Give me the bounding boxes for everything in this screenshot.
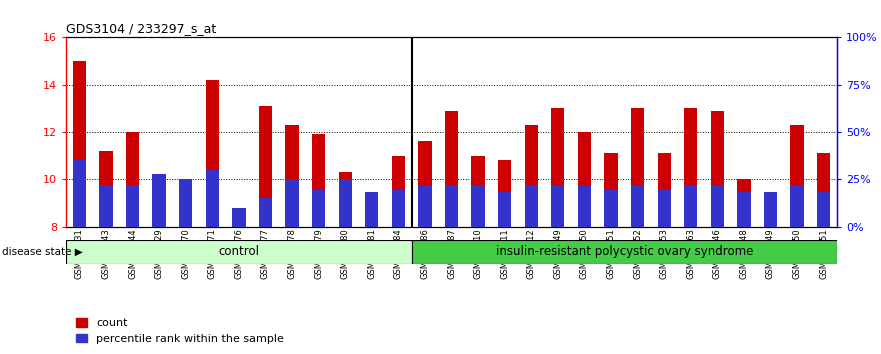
- Bar: [365, 200, 379, 227]
- Bar: [126, 132, 139, 227]
- Bar: [817, 193, 830, 227]
- Text: disease state ▶: disease state ▶: [2, 246, 83, 256]
- Bar: [312, 189, 325, 227]
- Bar: [790, 125, 803, 227]
- Bar: [685, 185, 698, 227]
- Bar: [711, 110, 724, 227]
- Bar: [152, 196, 166, 227]
- Text: insulin-resistant polycystic ovary syndrome: insulin-resistant polycystic ovary syndr…: [496, 245, 753, 258]
- Legend: count, percentile rank within the sample: count, percentile rank within the sample: [71, 314, 288, 348]
- Bar: [285, 179, 299, 227]
- Bar: [471, 185, 485, 227]
- Bar: [179, 179, 192, 227]
- Bar: [205, 80, 218, 227]
- Bar: [631, 108, 644, 227]
- Bar: [711, 185, 724, 227]
- Bar: [100, 151, 113, 227]
- FancyBboxPatch shape: [66, 240, 411, 264]
- Bar: [471, 155, 485, 227]
- Bar: [817, 153, 830, 227]
- Bar: [552, 108, 565, 227]
- Bar: [552, 185, 565, 227]
- Bar: [685, 108, 698, 227]
- Bar: [100, 185, 113, 227]
- Bar: [418, 141, 432, 227]
- Bar: [392, 155, 405, 227]
- Bar: [233, 219, 246, 227]
- Bar: [604, 153, 618, 227]
- Bar: [578, 185, 591, 227]
- Bar: [312, 134, 325, 227]
- Bar: [524, 125, 538, 227]
- Bar: [285, 125, 299, 227]
- Bar: [338, 172, 352, 227]
- Bar: [631, 185, 644, 227]
- Bar: [737, 193, 751, 227]
- Bar: [418, 185, 432, 227]
- Bar: [152, 173, 166, 227]
- Bar: [498, 160, 511, 227]
- Bar: [73, 61, 86, 227]
- Bar: [126, 185, 139, 227]
- Bar: [259, 106, 272, 227]
- Bar: [764, 200, 777, 227]
- Bar: [764, 193, 777, 227]
- Bar: [259, 198, 272, 227]
- Bar: [365, 193, 379, 227]
- Bar: [578, 132, 591, 227]
- Bar: [392, 189, 405, 227]
- Bar: [790, 185, 803, 227]
- Bar: [233, 207, 246, 227]
- Bar: [604, 189, 618, 227]
- Text: GDS3104 / 233297_s_at: GDS3104 / 233297_s_at: [66, 22, 217, 35]
- Bar: [445, 110, 458, 227]
- Text: control: control: [218, 245, 259, 258]
- Bar: [338, 179, 352, 227]
- Bar: [179, 189, 192, 227]
- Bar: [524, 185, 538, 227]
- FancyBboxPatch shape: [411, 240, 837, 264]
- Bar: [657, 153, 670, 227]
- Bar: [737, 179, 751, 227]
- Bar: [498, 193, 511, 227]
- Bar: [445, 185, 458, 227]
- Bar: [205, 170, 218, 227]
- Bar: [73, 160, 86, 227]
- Bar: [657, 189, 670, 227]
